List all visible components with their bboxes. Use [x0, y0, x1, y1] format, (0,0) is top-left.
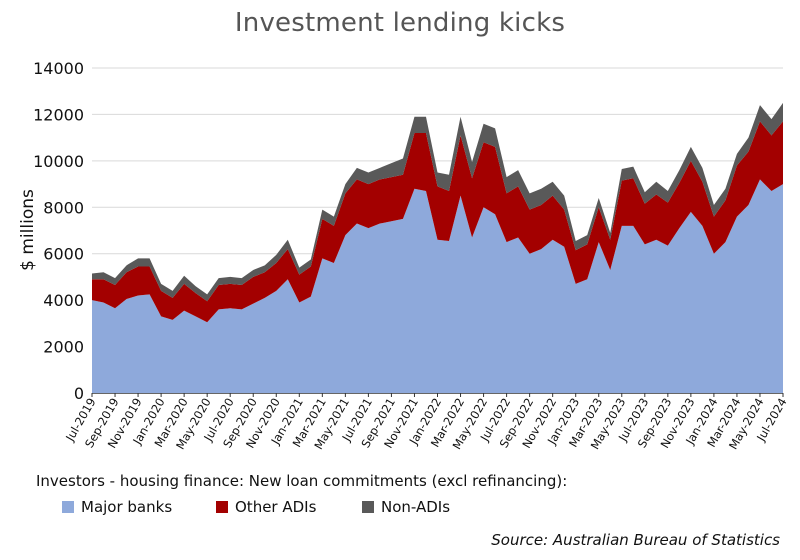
- y-tick-label: 14000: [33, 59, 84, 78]
- x-axis: Jul-2019Sep-2019Nov-2019Jan-2020Mar-2020…: [62, 393, 790, 452]
- y-tick-label: 8000: [43, 198, 84, 217]
- y-tick-label: 4000: [43, 291, 84, 310]
- y-tick-label: 6000: [43, 245, 84, 264]
- source-note: Source: Australian Bureau of Statistics: [491, 531, 780, 549]
- area-series: [92, 102, 783, 393]
- legend-swatch-major-banks: [62, 501, 74, 513]
- y-tick-label: 10000: [33, 152, 84, 171]
- area-other-adis: [92, 121, 783, 323]
- legend-item-other-adis: Other ADIs: [216, 498, 316, 516]
- legend-swatch-other-adis: [216, 501, 228, 513]
- y-axis-label: $ millions: [18, 189, 38, 271]
- y-tick-label: 0: [74, 384, 84, 403]
- legend-label-major-banks: Major banks: [81, 498, 173, 516]
- area-non-adis: [92, 102, 783, 302]
- legend-item-non-adis: Non-ADIs: [362, 498, 450, 516]
- legend-label-other-adis: Other ADIs: [235, 498, 317, 516]
- area-major-banks: [92, 179, 783, 393]
- legend-title: Investors - housing finance: New loan co…: [36, 472, 568, 490]
- stacked-area-chart: 0 2000 4000 6000 8000 10000 12000 14000 Jul-201…: [18, 59, 790, 452]
- y-tick-label: 12000: [33, 105, 84, 124]
- legend-label-non-adis: Non-ADIs: [381, 498, 451, 516]
- chart-title: Investment lending kicks: [234, 8, 566, 38]
- y-tick-label: 2000: [43, 338, 84, 357]
- legend-item-major-banks: Major banks: [62, 498, 172, 516]
- legend-swatch-non-adis: [362, 501, 374, 513]
- y-axis: 0 2000 4000 6000 8000 10000 12000 14000: [33, 59, 84, 403]
